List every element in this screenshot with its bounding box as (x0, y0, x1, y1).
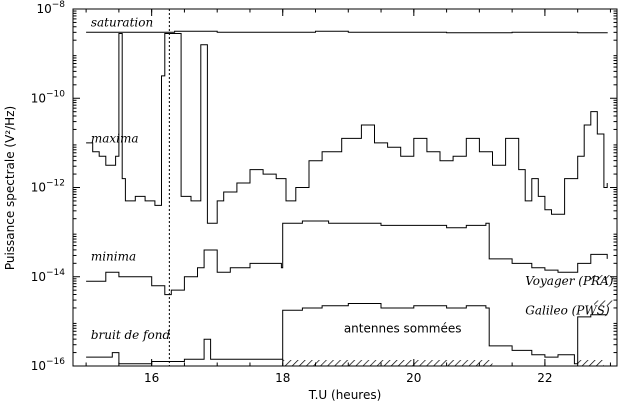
x-tick-label: 16 (144, 371, 159, 385)
annotation-voyager: Voyager (PRA) (525, 274, 614, 288)
series-label: saturation (91, 15, 153, 29)
chart-marks (86, 9, 614, 366)
voyager-marker (590, 274, 614, 280)
series-maxima (86, 33, 608, 224)
x-tick-label: 22 (537, 371, 552, 385)
series-label: minima (91, 250, 136, 264)
y-axis-label: Puissance spectrale (V²/Hz) (3, 106, 17, 270)
series-label: maxima (91, 131, 139, 145)
y-tick-label: 10−8 (36, 0, 65, 16)
y-tick-label: 10−10 (31, 89, 66, 105)
x-tick-label: 18 (275, 371, 290, 385)
galileo-marker (594, 300, 614, 306)
chart-labels: 16 18 20 22 10−8 10−10 10−12 10−14 10−16 saturati… (31, 0, 614, 385)
series-minima (86, 220, 608, 296)
y-tick-label: 10−16 (31, 357, 66, 373)
hatched-interval (577, 360, 604, 366)
x-tick-label: 20 (406, 371, 421, 385)
hatched-interval (282, 360, 493, 366)
y-tick-label: 10−14 (31, 268, 66, 284)
x-axis-label: T.U (heures) (308, 388, 382, 402)
series-label: bruit de fond (91, 328, 171, 342)
series-bruit-de-fond (86, 303, 608, 365)
annotation-antennes: antennes sommées (344, 322, 462, 336)
annotation-galileo: Galileo (PWS) (525, 304, 610, 318)
axis-ticks (73, 8, 617, 367)
series-saturation (86, 30, 608, 34)
y-tick-label: 10−12 (31, 179, 65, 195)
